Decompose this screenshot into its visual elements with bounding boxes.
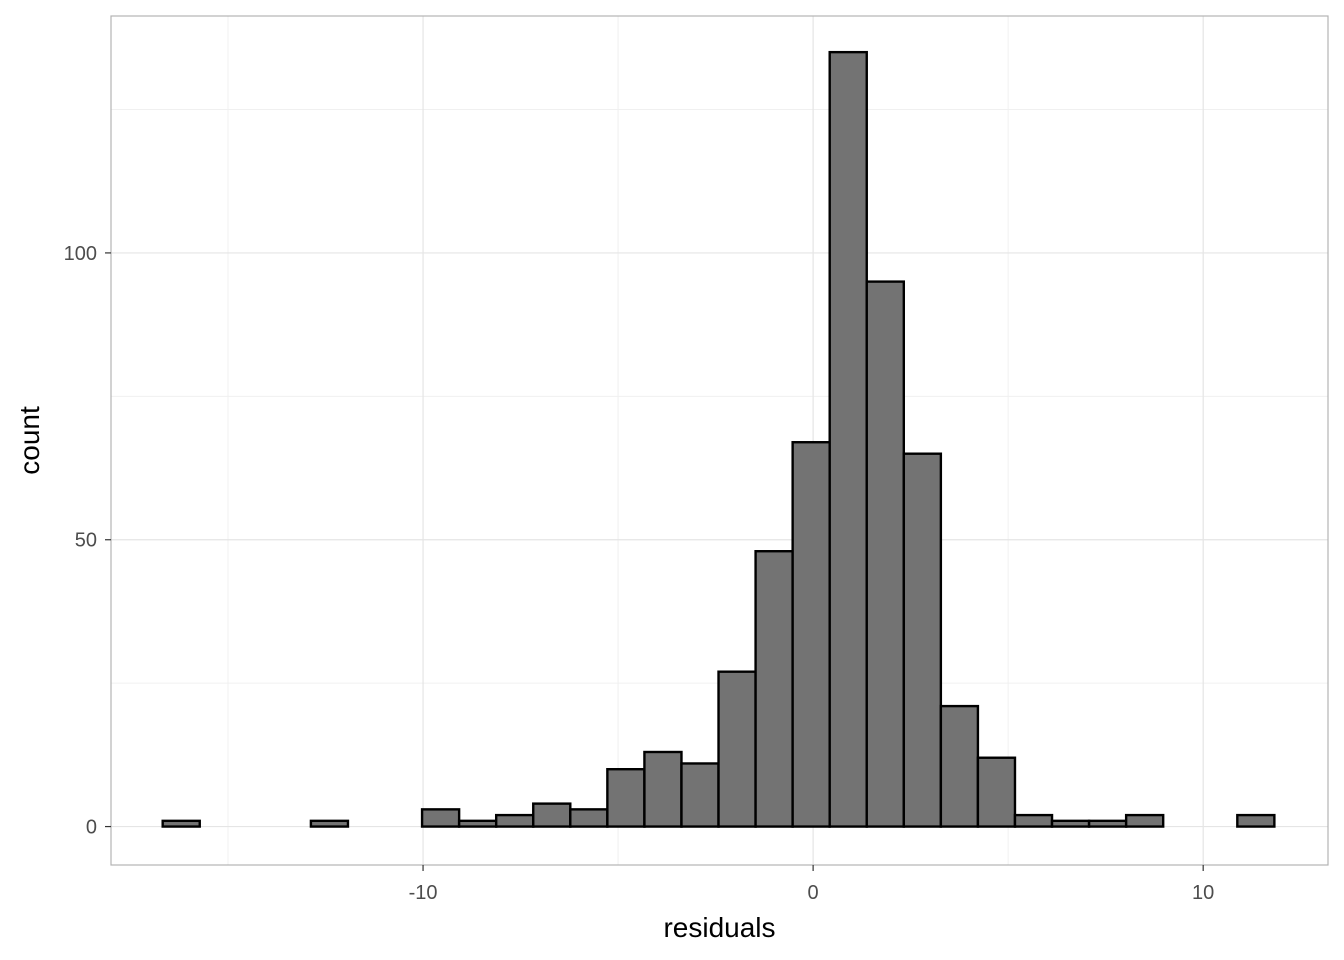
y-tick-label: 0 <box>86 817 97 839</box>
histogram-bar <box>754 550 794 828</box>
histogram-bar <box>1236 813 1276 828</box>
histogram-bar <box>532 802 572 828</box>
x-tick-label: 10 <box>1192 882 1214 904</box>
histogram-bar <box>865 280 906 828</box>
histogram-bar <box>939 704 980 828</box>
panel-border <box>110 15 1329 866</box>
histogram-bar <box>309 819 350 828</box>
x-axis: -10 0 10 <box>409 865 1214 904</box>
y-tick-label: 100 <box>64 243 97 265</box>
histogram-bar <box>1013 813 1054 828</box>
histogram-bar <box>161 819 201 828</box>
histogram-bar <box>1050 819 1091 828</box>
x-tick-label: 0 <box>808 882 819 904</box>
histogram-bar <box>717 670 757 828</box>
y-axis: 0 50 100 <box>64 243 111 839</box>
x-tick-label: -10 <box>409 882 438 904</box>
histogram-bar <box>791 441 831 828</box>
histogram-bar <box>976 756 1017 828</box>
histogram-bar <box>828 50 868 828</box>
histogram-bar <box>569 808 609 828</box>
histogram-bar <box>494 813 535 828</box>
y-tick-label: 50 <box>75 530 97 552</box>
histogram-bar <box>606 768 646 828</box>
histogram-bar <box>420 808 461 828</box>
histogram-bar <box>457 819 498 828</box>
histogram-bar <box>1087 819 1128 828</box>
histogram-bar <box>1124 813 1165 828</box>
y-axis-title: count <box>14 406 45 475</box>
histogram-bars <box>161 50 1276 828</box>
histogram-bar <box>643 750 683 828</box>
histogram-bar <box>902 452 943 828</box>
x-axis-title: residuals <box>663 912 775 943</box>
histogram-bar <box>680 762 720 828</box>
